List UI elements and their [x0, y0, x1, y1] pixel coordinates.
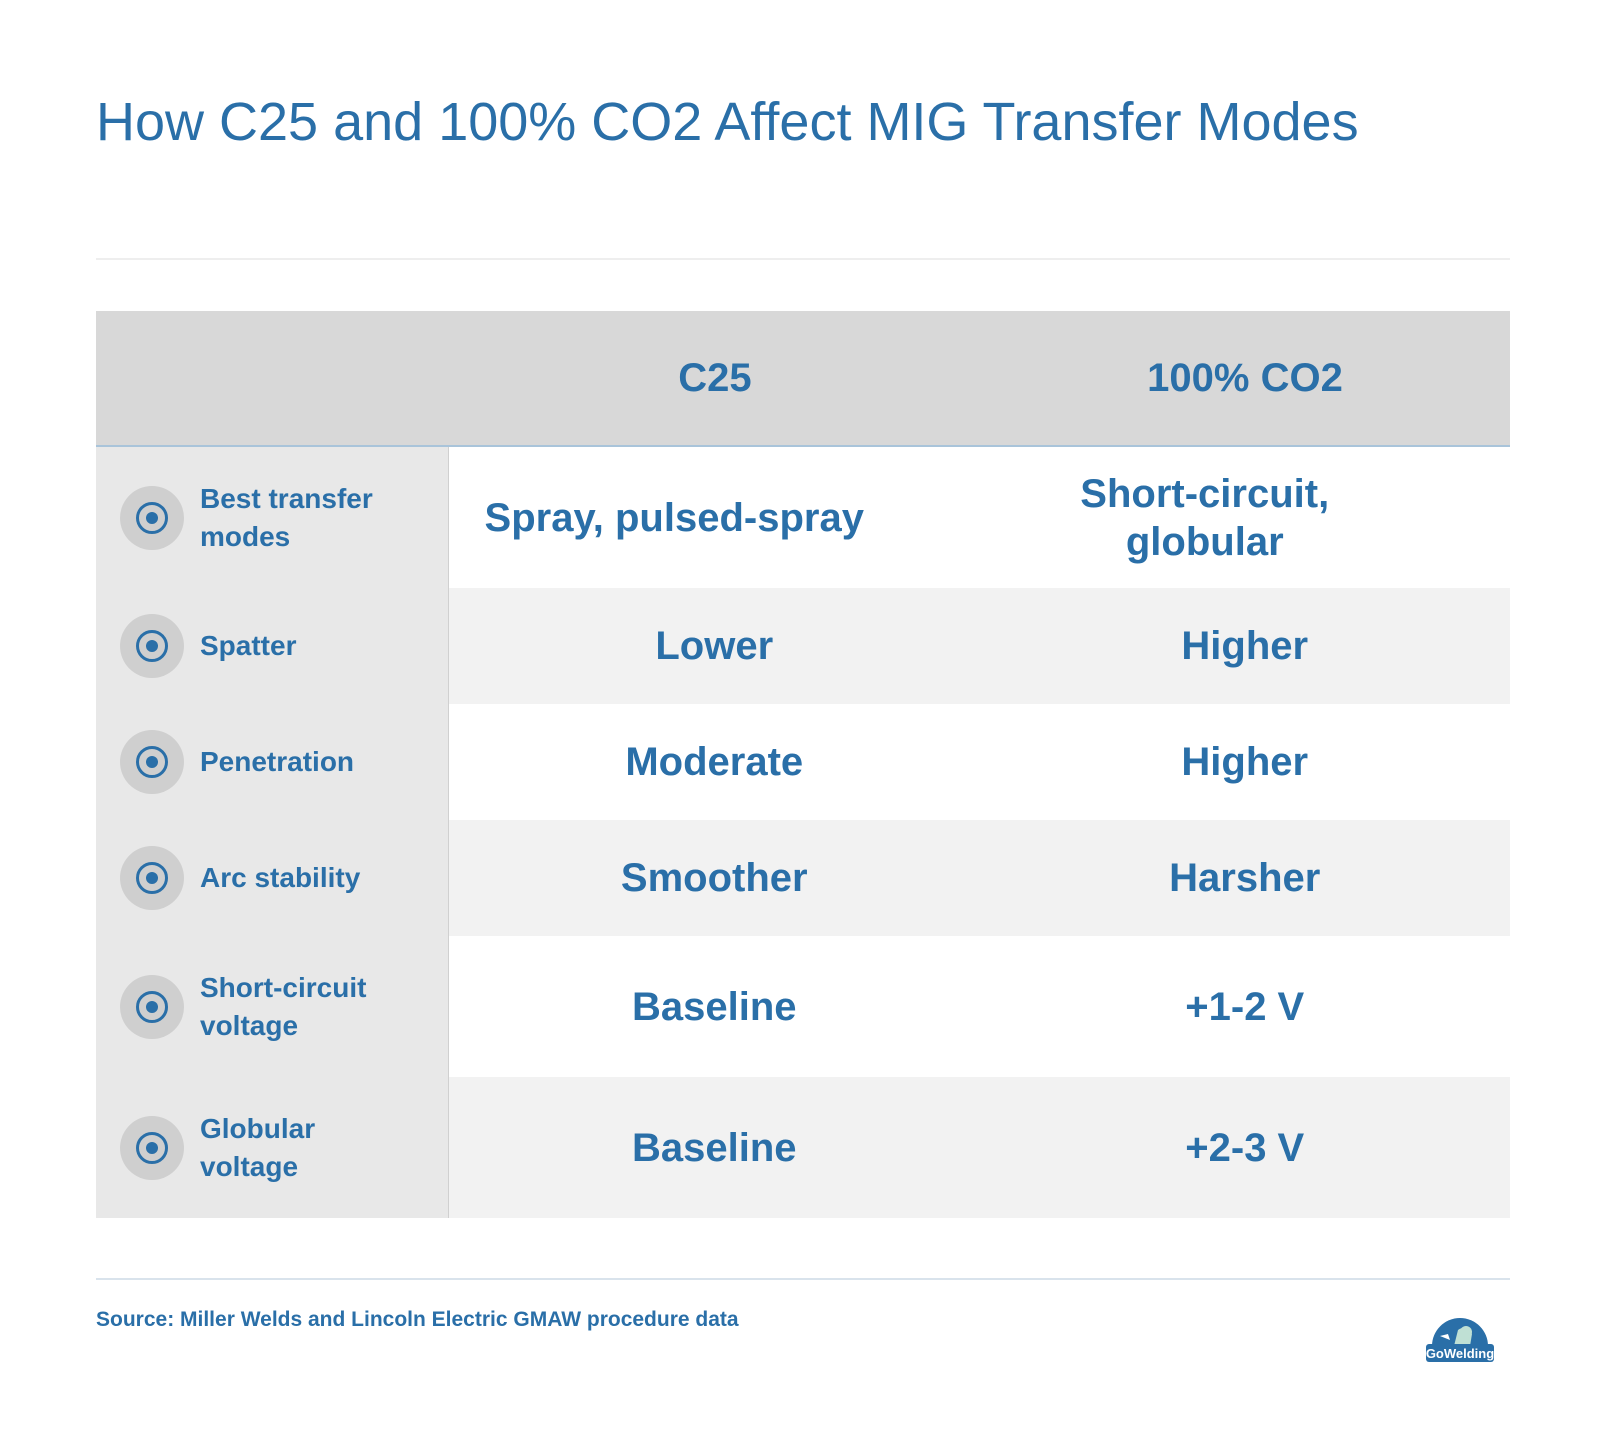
cell-co2: +1-2 V: [1185, 984, 1305, 1029]
row-label-cell: Arc stability: [96, 820, 449, 936]
row-label: Arc stability: [200, 862, 361, 893]
cell-co2: Higher: [1181, 624, 1309, 668]
cell-co2: +2-3 V: [1185, 1125, 1305, 1170]
cell-c25: Smoother: [620, 856, 808, 900]
table-row: Penetration Moderate Higher: [96, 704, 1510, 820]
cell-c25: Spray, pulsed-spray: [484, 495, 864, 540]
table-header: C25 100% CO2: [96, 311, 1510, 447]
row-label-cell: Globular voltage: [96, 1077, 449, 1218]
row-label: Spatter: [200, 630, 297, 661]
cell-c25: Moderate: [625, 740, 804, 784]
table-row: Short-circuit voltage Baseline +1-2 V: [96, 936, 1510, 1077]
title-divider: [96, 258, 1510, 260]
table-row: Arc stability Smoother Harsher: [96, 820, 1510, 936]
column-header-co2: 100% CO2: [1147, 355, 1343, 400]
row-label: Best transfer modes: [200, 482, 373, 552]
target-bullet-icon: [120, 614, 184, 678]
target-bullet-icon: [120, 485, 184, 550]
page-title: How C25 and 100% CO2 Affect MIG Transfer…: [96, 92, 1359, 152]
table-row: Spatter Lower Higher: [96, 588, 1510, 704]
footer-divider: [96, 1278, 1510, 1280]
row-label-cell: Best transfer modes: [96, 447, 449, 588]
cell-co2: Short-circuit, globular: [1080, 471, 1330, 564]
column-header-c25: C25: [678, 355, 752, 400]
target-bullet-icon: [120, 846, 184, 910]
target-bullet-icon: [120, 730, 184, 794]
svg-text:GoWelding: GoWelding: [1426, 1346, 1494, 1361]
header-blank-cell: [96, 311, 450, 445]
cell-c25: Baseline: [631, 984, 797, 1029]
cell-co2: Harsher: [1169, 856, 1321, 900]
cell-c25: Baseline: [631, 1125, 797, 1170]
row-label: Penetration: [200, 746, 355, 777]
logo-mark-icon: GoWelding: [1426, 1318, 1494, 1362]
gowelding-logo: GoWelding: [1418, 1306, 1502, 1366]
row-label: Globular voltage: [200, 1112, 316, 1182]
row-label-cell: Short-circuit voltage: [96, 936, 449, 1077]
cell-c25: Lower: [655, 624, 774, 668]
row-label: Short-circuit voltage: [200, 971, 367, 1041]
table-row: Best transfer modes Spray, pulsed-spray …: [96, 447, 1510, 588]
table-row: Globular voltage Baseline +2-3 V: [96, 1077, 1510, 1218]
row-label-cell: Spatter: [96, 588, 449, 704]
comparison-table: C25 100% CO2 Best transfer modes Spray, …: [96, 311, 1510, 1218]
source-note: Source: Miller Welds and Lincoln Electri…: [96, 1308, 739, 1331]
row-label-cell: Penetration: [96, 704, 449, 820]
cell-co2: Higher: [1181, 740, 1309, 784]
target-bullet-icon: [120, 974, 184, 1039]
target-bullet-icon: [120, 1115, 184, 1180]
